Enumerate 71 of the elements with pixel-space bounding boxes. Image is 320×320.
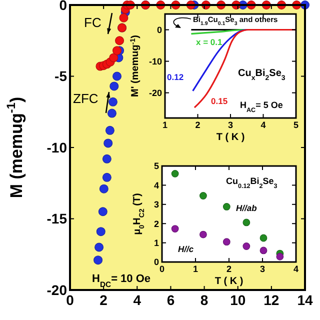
point	[222, 238, 230, 246]
point	[98, 207, 108, 216]
series-label: x = 0.1	[196, 37, 223, 47]
y-tick-label: 3	[154, 200, 159, 210]
x-tick-label: 4	[293, 264, 299, 274]
series-label: H//c	[178, 244, 194, 254]
y-tick-label: -10	[46, 139, 68, 156]
y-tick-label: 0	[154, 257, 159, 268]
x-tick-label: 4	[260, 120, 266, 130]
y-tick-label: 2	[154, 218, 159, 229]
x-tick-label: 2	[226, 264, 232, 274]
series-label: FC	[84, 15, 102, 30]
x-tick-label: 12	[264, 292, 280, 308]
point	[94, 256, 103, 265]
x-tick-label: 10	[230, 292, 246, 308]
x-tick-label: 1	[192, 264, 198, 274]
point	[222, 203, 230, 210]
x-tick-label: 2	[100, 292, 108, 308]
point	[107, 108, 116, 118]
y-tick-label: -20	[148, 88, 162, 98]
point	[94, 242, 104, 252]
x-axis-title: T ( K )	[214, 276, 244, 287]
point	[171, 170, 179, 178]
point	[260, 246, 268, 254]
x-tick-label: 4	[133, 292, 142, 308]
point	[242, 242, 250, 250]
point	[109, 53, 118, 62]
x-axis-title: T ( K )	[216, 132, 245, 143]
annotation: Cu$_{0.12}$Bi$_{2}$Se$_{3}$	[226, 176, 278, 190]
point	[112, 72, 122, 81]
y-tick-label: -10	[148, 56, 162, 66]
point	[112, 46, 122, 56]
series-label: ZFC	[73, 91, 98, 106]
point	[104, 138, 113, 148]
y-tick-label: 0	[156, 24, 162, 35]
point	[108, 97, 118, 106]
point	[102, 154, 112, 164]
annotation: Cu$_{x}$Bi$_{2}$Se$_{3}$	[238, 68, 286, 82]
x-tick-label: 14	[297, 292, 313, 308]
point	[171, 225, 179, 232]
y-tick-label: 5	[154, 161, 159, 172]
point	[96, 227, 106, 236]
line-series	[194, 28, 297, 108]
x-tick-label: 3	[228, 120, 234, 130]
point	[99, 184, 108, 194]
point	[105, 126, 114, 135]
y-tick-label: -15	[46, 210, 68, 227]
x-tick-label: 2	[195, 120, 200, 130]
point	[242, 218, 250, 226]
point	[119, 13, 128, 22]
x-tick-label: 8	[200, 292, 208, 308]
point	[260, 234, 268, 242]
point	[102, 172, 112, 182]
series-label: 0.12	[167, 72, 184, 82]
series-label: H//ab	[236, 203, 257, 213]
x-tick-label: 5	[293, 120, 299, 130]
y-tick-label: 4	[154, 180, 159, 190]
point	[200, 192, 207, 200]
point	[115, 36, 124, 46]
y-tick-label: -5	[54, 68, 68, 84]
series-label: 0.15	[211, 96, 228, 106]
x-tick-label: 6	[166, 292, 175, 308]
y-tick-label: 0	[59, 0, 68, 13]
annotation: H$_{DC}$= 10 Oe	[92, 273, 151, 288]
x-tick-label: 3	[260, 264, 266, 274]
point	[110, 82, 119, 91]
y-tick-label: 1	[154, 238, 159, 248]
point	[200, 230, 207, 238]
y-tick-label: -20	[46, 282, 68, 298]
annotation: H$_{AC}$= 5 Oe	[240, 100, 283, 114]
point	[276, 252, 284, 260]
